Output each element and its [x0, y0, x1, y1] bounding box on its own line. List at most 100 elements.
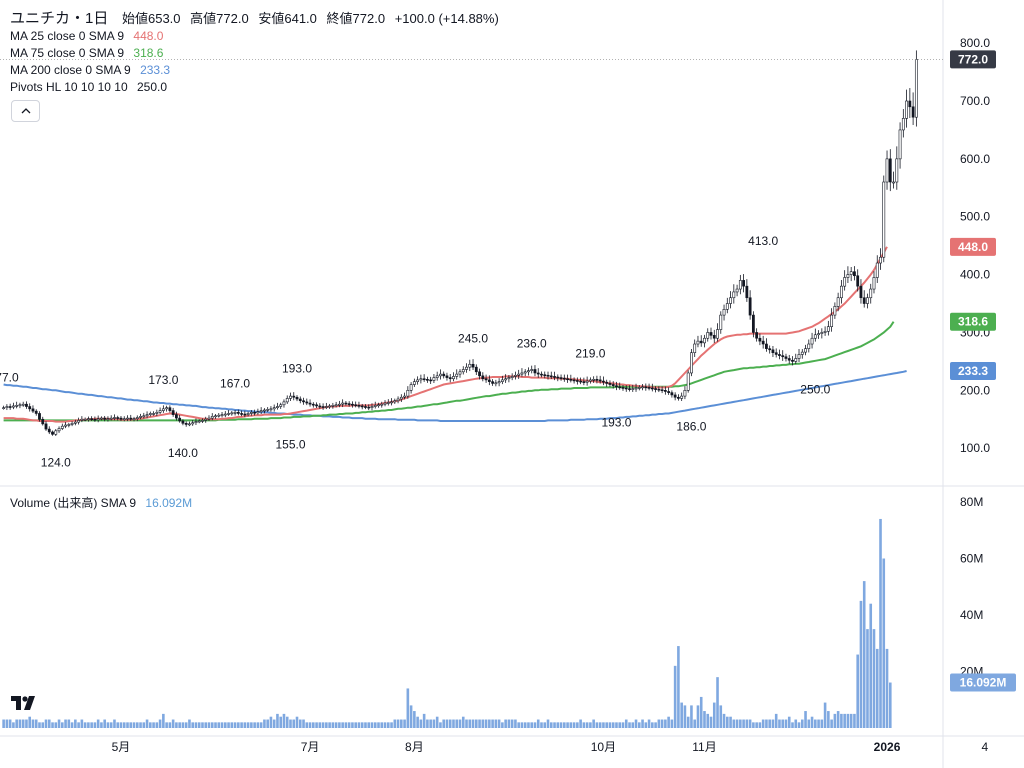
- volume-bar: [800, 719, 804, 728]
- candle-body: [520, 372, 524, 375]
- price-tick-label: 500.0: [960, 210, 990, 224]
- volume-bar: [849, 713, 853, 728]
- volume-bar: [820, 719, 824, 728]
- volume-bar: [530, 722, 534, 728]
- time-tick-label: 11月: [692, 740, 716, 754]
- volume-bar: [667, 716, 670, 728]
- volume-bar: [664, 719, 667, 728]
- volume-bar: [12, 722, 15, 728]
- candle-body: [533, 369, 537, 374]
- candle-body: [826, 326, 830, 332]
- candle-body: [139, 416, 142, 418]
- volume-bar: [285, 716, 289, 728]
- volume-bar: [152, 722, 155, 728]
- volume-bar: [445, 719, 449, 728]
- volume-bar: [25, 719, 28, 728]
- candle-body: [422, 378, 426, 381]
- volume-bar: [709, 716, 713, 728]
- volume-bar: [683, 705, 687, 728]
- candle-body: [60, 425, 64, 429]
- candle-body: [181, 420, 185, 424]
- symbol-title[interactable]: ユニチカ・1日: [10, 10, 109, 27]
- volume-bar: [611, 722, 615, 728]
- pivot-label: 413.0: [748, 234, 778, 248]
- volume-bar: [315, 722, 318, 728]
- ma25-legend[interactable]: MA 25 close 0 SMA 9 448.0: [10, 28, 499, 45]
- candle-body: [15, 405, 19, 407]
- candle-body: [588, 379, 592, 382]
- volume-bar: [93, 722, 97, 728]
- candle-body: [543, 374, 547, 376]
- volume-bar: [321, 722, 325, 728]
- candle-body: [370, 406, 374, 408]
- volume-legend[interactable]: Volume (出来高) SMA 9 16.092M: [10, 494, 192, 511]
- volume-bar: [223, 722, 227, 728]
- candle-body: [305, 401, 309, 404]
- ma200-legend[interactable]: MA 200 close 0 SMA 9 233.3: [10, 62, 499, 79]
- candle-body: [843, 277, 847, 287]
- volume-bar: [699, 696, 703, 728]
- pivot-label: 193.0: [282, 361, 312, 375]
- volume-bar: [719, 705, 723, 728]
- volume-bar: [386, 722, 390, 728]
- candle-body: [256, 411, 260, 414]
- open-value: 653.0: [147, 11, 181, 26]
- candle-body: [439, 373, 442, 377]
- candle-body: [725, 303, 729, 310]
- candle-body: [302, 400, 305, 403]
- candle-body: [605, 381, 609, 384]
- candle-body: [246, 413, 250, 415]
- volume-bar: [755, 722, 758, 728]
- volume-bar: [406, 688, 410, 728]
- candle-body: [367, 406, 371, 409]
- volume-bar: [677, 646, 680, 728]
- volume-bar: [83, 722, 87, 728]
- price-tick-label: 600.0: [960, 152, 990, 166]
- legend-collapse-button[interactable]: [11, 100, 40, 122]
- candle-body: [165, 407, 169, 410]
- volume-bar: [331, 722, 335, 728]
- volume-bar: [184, 722, 188, 728]
- volume-bar: [843, 713, 846, 728]
- volume-bar: [879, 518, 882, 728]
- volume-bar: [572, 722, 576, 728]
- volume-bar: [204, 722, 208, 728]
- candle-body: [83, 418, 87, 421]
- candle-body: [690, 352, 693, 374]
- candle-body: [527, 370, 530, 373]
- candle-body: [337, 403, 341, 406]
- candle-body: [905, 100, 908, 119]
- volume-bar: [370, 722, 374, 728]
- volume-bar: [439, 722, 442, 728]
- ma75-legend[interactable]: MA 75 close 0 SMA 9 318.6: [10, 45, 499, 62]
- volume-bar: [360, 722, 364, 728]
- candle-body: [774, 352, 778, 355]
- volume-bar: [553, 722, 556, 728]
- candle-body: [735, 288, 739, 293]
- candle-body: [471, 363, 475, 368]
- candle-body: [716, 329, 719, 339]
- candle-body: [908, 100, 912, 108]
- pivot-labels: 177.0 124.0 173.0 140.0 167.0 193.0 155.0 245.0…: [0, 234, 831, 469]
- volume-bar: [250, 722, 253, 728]
- candle-body: [158, 410, 162, 413]
- volume-bar: [220, 722, 224, 728]
- volume-bar: [230, 722, 234, 728]
- candle-body: [204, 418, 208, 421]
- candle-body: [885, 158, 889, 183]
- volume-bar: [745, 719, 749, 728]
- symbol-ohlc-row: ユニチカ・1日 始値653.0 高値772.0 安値641.0 終値772.0 …: [10, 10, 499, 27]
- ma25-path: [3, 246, 888, 423]
- volume-bar: [100, 722, 103, 728]
- volume-bar: [435, 716, 439, 728]
- candle-body: [494, 382, 498, 385]
- volume-bar: [497, 719, 501, 728]
- candle-body: [344, 402, 348, 405]
- tradingview-logo[interactable]: [8, 691, 42, 715]
- pivots-legend[interactable]: Pivots HL 10 10 10 10 250.0: [10, 79, 499, 96]
- volume-bar: [413, 711, 416, 728]
- volume-bar: [289, 719, 292, 728]
- volume-bar: [735, 719, 739, 728]
- volume-bar: [403, 719, 406, 728]
- candle-body: [86, 418, 90, 420]
